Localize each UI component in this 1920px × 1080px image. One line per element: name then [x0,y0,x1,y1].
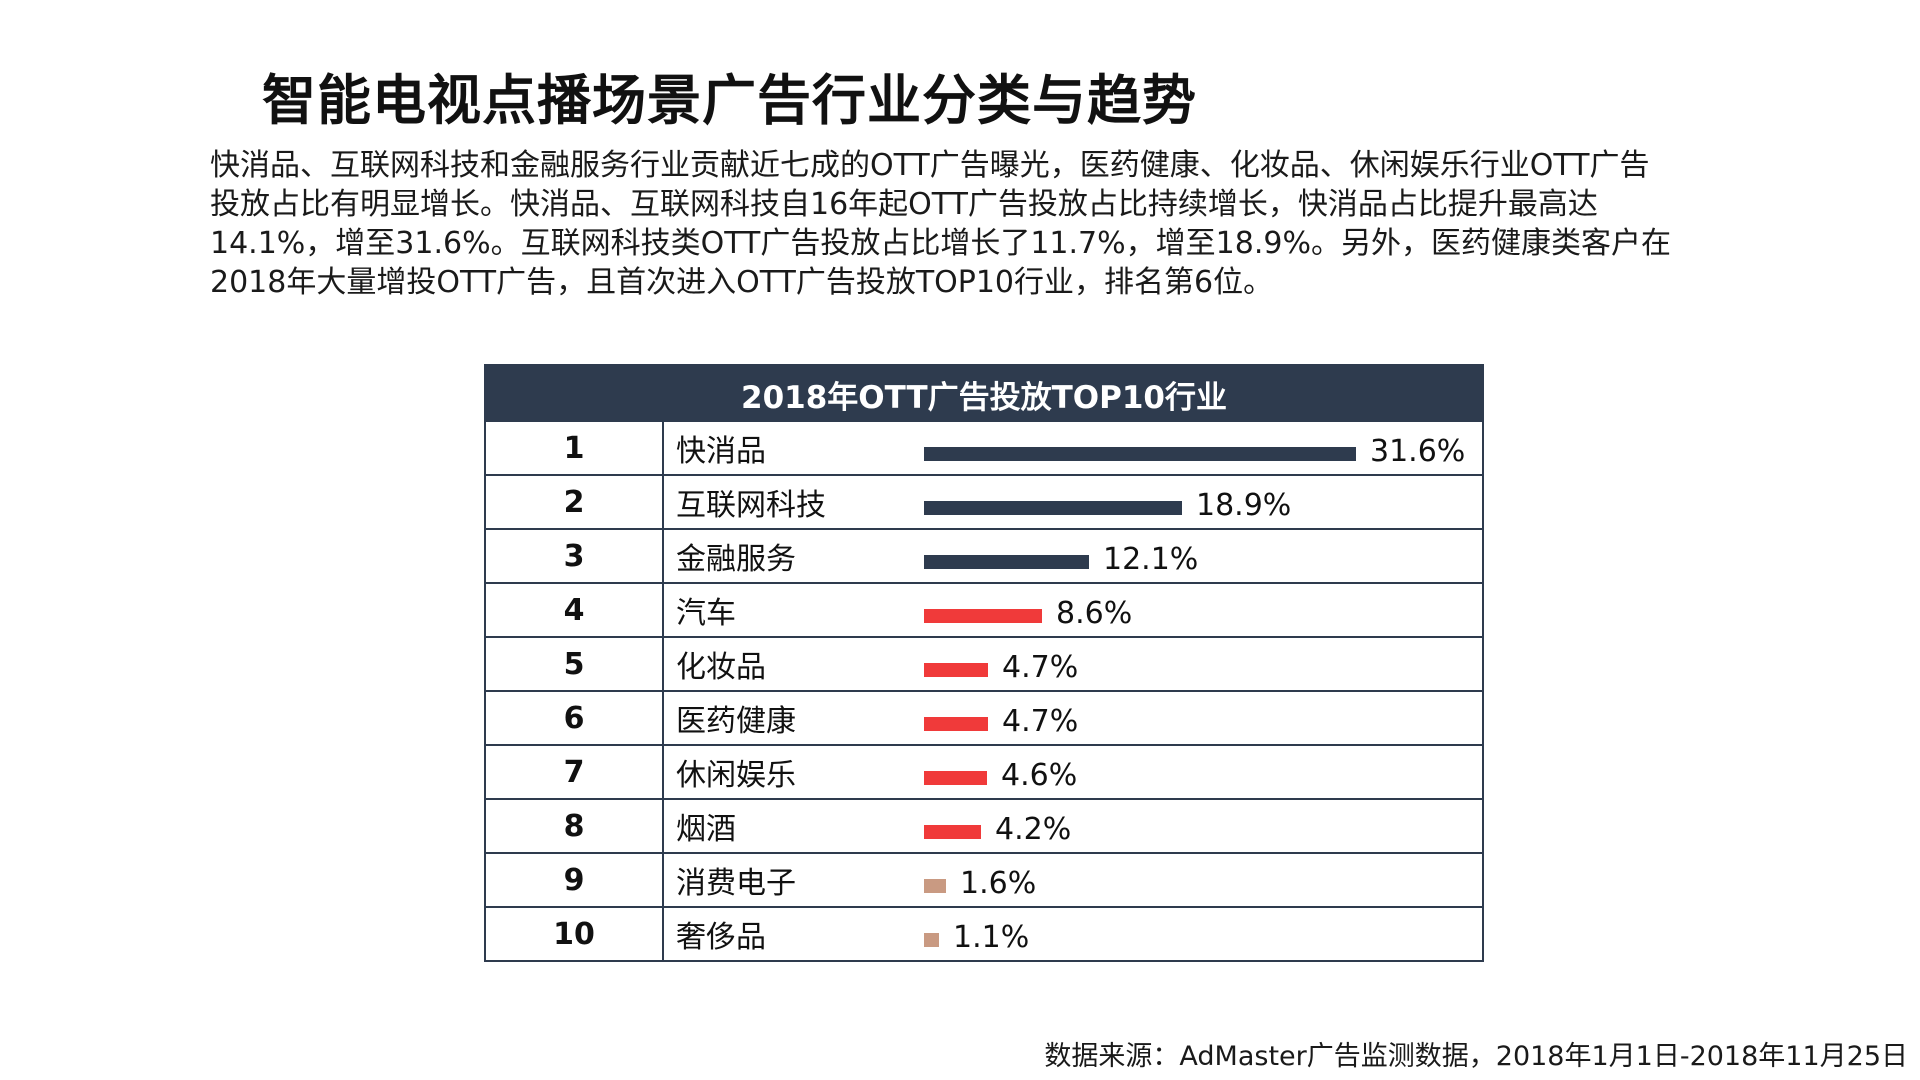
industry-name: 医药健康 [676,704,796,739]
bar-value-label: 12.1% [1103,542,1199,577]
industry-name: 休闲娱乐 [676,758,796,793]
bar-value-label: 4.7% [1002,704,1079,739]
rank-number: 7 [486,746,664,798]
bar-value-label: 18.9% [1196,488,1292,523]
table-title: 2018年OTT广告投放TOP10行业 [486,366,1482,422]
bar-cell: 4.7% [924,692,1482,744]
data-source-note: 数据来源：AdMaster广告监测数据，2018年1月1日-2018年11月25… [1044,1041,1908,1072]
industry-name: 金融服务 [676,542,796,577]
bar-cell: 31.6% [924,422,1482,474]
table-row: 3 金融服务 12.1% [486,528,1482,582]
bar-cell: 4.6% [924,746,1482,798]
bar-mark [924,663,988,677]
rank-number: 5 [486,638,664,690]
table-row: 5 化妆品 4.7% [486,636,1482,690]
intro-line: 14.1%，增至31.6%。互联网科技类OTT广告投放占比增长了11.7%，增至… [210,226,1671,261]
intro-line: 快消品、互联网科技和金融服务行业贡献近七成的OTT广告曝光，医药健康、化妆品、休… [210,148,1650,183]
intro-line: 投放占比有明显增长。快消品、互联网科技自16年起OTT广告投放占比持续增长，快消… [210,187,1598,222]
rank-number: 10 [486,908,664,960]
bar-mark [924,447,1356,461]
table-row: 8 烟酒 4.2% [486,798,1482,852]
bar-value-label: 8.6% [1056,596,1133,631]
bar-mark [924,555,1089,569]
table-row: 9 消费电子 1.6% [486,852,1482,906]
rank-number: 1 [486,422,664,474]
bar-mark [924,609,1042,623]
rank-number: 4 [486,584,664,636]
rank-number: 3 [486,530,664,582]
industry-name: 快消品 [676,434,766,469]
rank-number: 9 [486,854,664,906]
table-row: 6 医药健康 4.7% [486,690,1482,744]
bar-value-label: 4.7% [1002,650,1079,685]
rank-number: 6 [486,692,664,744]
industry-name: 奢侈品 [676,920,766,955]
bar-value-label: 1.6% [960,866,1037,901]
industry-name: 汽车 [676,596,736,631]
bar-mark [924,501,1182,515]
industry-name: 化妆品 [676,650,766,685]
rank-number: 2 [486,476,664,528]
bar-cell: 1.6% [924,854,1482,906]
bar-mark [924,825,981,839]
bar-mark [924,933,939,947]
table-row: 7 休闲娱乐 4.6% [486,744,1482,798]
bar-value-label: 4.2% [995,812,1072,847]
bar-mark [924,717,988,731]
bar-value-label: 1.1% [953,920,1030,955]
rank-number: 8 [486,800,664,852]
bar-cell: 4.2% [924,800,1482,852]
bar-value-label: 31.6% [1370,434,1466,469]
bar-cell: 4.7% [924,638,1482,690]
bar-mark [924,771,987,785]
industry-name: 烟酒 [676,812,736,847]
table-row: 4 汽车 8.6% [486,582,1482,636]
table-body: 1 快消品 31.6% 2 互联网科技 18.9% 3 金融服务 12.1% 4 汽车 8.6% 5 化妆… [486,422,1482,960]
bar-cell: 1.1% [924,908,1482,960]
top10-industry-table: 2018年OTT广告投放TOP10行业 1 快消品 31.6% 2 互联网科技 18.9%… [484,364,1484,962]
bar-value-label: 4.6% [1001,758,1078,793]
industry-name: 互联网科技 [676,488,826,523]
bar-cell: 8.6% [924,584,1482,636]
bar-cell: 12.1% [924,530,1482,582]
table-row: 2 互联网科技 18.9% [486,474,1482,528]
bar-cell: 18.9% [924,476,1482,528]
industry-name: 消费电子 [676,866,796,901]
bar-mark [924,879,946,893]
page-title: 智能电视点播场景广告行业分类与趋势 [262,69,1197,132]
table-row: 10 奢侈品 1.1% [486,906,1482,960]
table-row: 1 快消品 31.6% [486,422,1482,474]
intro-paragraph: 快消品、互联网科技和金融服务行业贡献近七成的OTT广告曝光，医药健康、化妆品、休… [210,146,1770,302]
intro-line: 2018年大量增投OTT广告，且首次进入OTT广告投放TOP10行业，排名第6位… [210,265,1274,300]
